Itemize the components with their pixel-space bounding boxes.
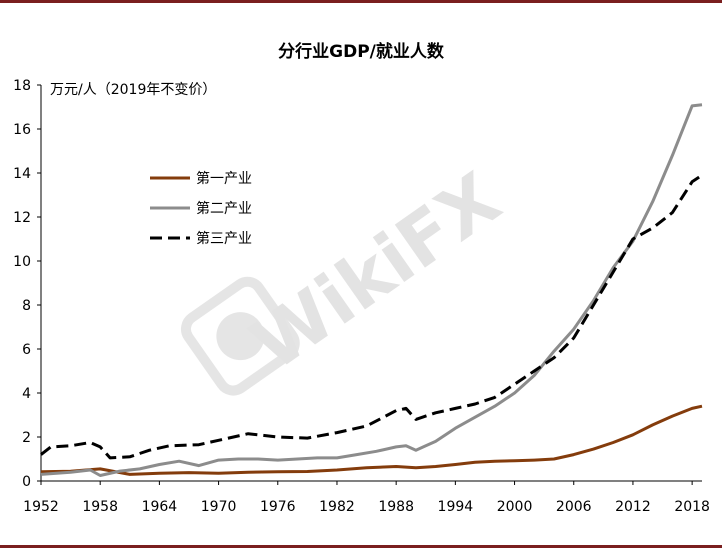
x-tick-label: 1994	[438, 499, 474, 515]
x-tick-label: 2006	[556, 499, 592, 515]
x-tick-label: 2012	[615, 499, 651, 515]
y-tick-label: 10	[13, 254, 31, 270]
y-tick-label: 0	[22, 474, 31, 490]
x-tick-label: 1970	[201, 499, 237, 515]
series-lines	[40, 103, 703, 477]
y-tick-label: 6	[22, 342, 31, 358]
y-tick-label: 8	[22, 298, 31, 314]
chart-title: 分行业GDP/就业人数	[278, 41, 445, 62]
y-tick-label: 12	[13, 210, 31, 226]
x-tick-label: 2018	[674, 499, 710, 515]
legend-label-2: 第二产业	[196, 200, 252, 217]
x-tick-label: 1952	[23, 499, 59, 515]
bottom-border	[0, 545, 722, 548]
series-line-1	[40, 404, 703, 476]
legend-label-3: 第三产业	[196, 230, 252, 247]
y-tick-label: 4	[22, 386, 31, 402]
x-tick-label: 1976	[260, 499, 296, 515]
y-tick-label: 16	[13, 122, 31, 138]
x-tick-label: 1958	[82, 499, 118, 515]
y-axis-unit-label: 万元/人（2019年不变价）	[50, 82, 216, 98]
wikifx-watermark: WikiFX	[180, 156, 515, 396]
svg-text:WikiFX: WikiFX	[236, 156, 515, 386]
y-tick-label: 2	[22, 430, 31, 446]
x-tick-label: 1982	[319, 499, 355, 515]
y-tick-label: 14	[13, 166, 31, 182]
x-tick-label: 2000	[497, 499, 533, 515]
top-border	[0, 0, 722, 3]
series-line-2	[40, 103, 703, 477]
axes	[37, 84, 702, 485]
y-tick-label: 18	[13, 78, 31, 94]
tick-labels: 0 2 4 6 8 10 12 14 16 18 1952 1958 1964 1970 1976 1982 1…	[13, 78, 710, 515]
x-tick-label: 1988	[378, 499, 414, 515]
x-tick-label: 1964	[142, 499, 178, 515]
series-line-3	[40, 173, 703, 460]
legend-label-1: 第一产业	[196, 170, 252, 187]
